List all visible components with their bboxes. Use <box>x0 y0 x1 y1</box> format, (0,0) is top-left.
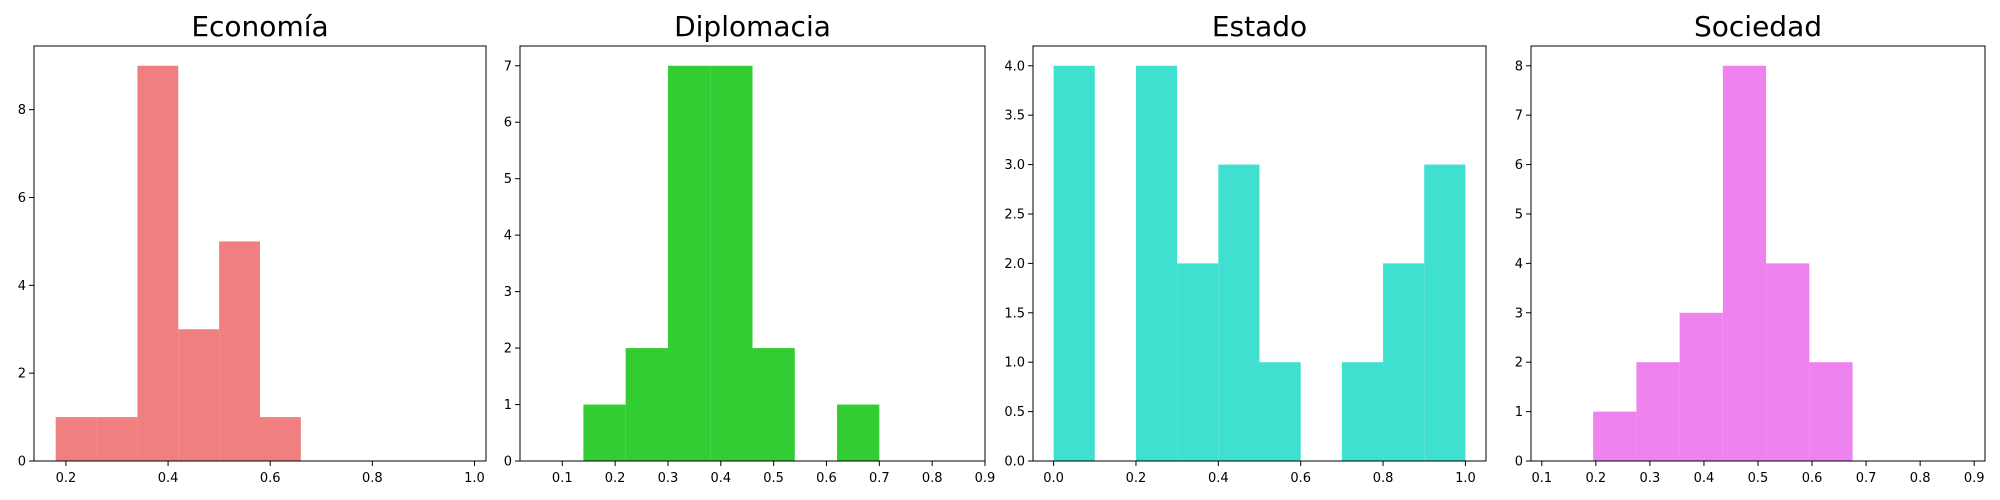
y-tick-label: 1 <box>1515 405 1523 420</box>
chart-title: Sociedad <box>1694 10 1822 43</box>
y-tick-label: 6 <box>504 116 512 131</box>
y-tick-label: 5 <box>1515 207 1523 222</box>
histogram-bar <box>1341 362 1384 461</box>
y-tick-label: 2 <box>18 367 26 382</box>
x-tick-label: 0.6 <box>1802 471 1823 486</box>
x-tick-label: 0.5 <box>1748 471 1769 486</box>
x-tick-label: 0.0 <box>1043 471 1064 486</box>
histogram-bar <box>1424 164 1466 462</box>
x-tick-label: 1.0 <box>464 471 485 486</box>
chart-panel-1: 0.2 0.4 0.6 0.8 1.0 0 2 4 6 8 Economía <box>18 10 487 486</box>
y-tick-label: 3.0 <box>1004 158 1025 173</box>
histogram-bar <box>178 329 220 461</box>
axes-frame <box>1032 45 1487 462</box>
y-tick-label: 4 <box>504 229 512 244</box>
x-tick-label: 0.4 <box>1694 471 1715 486</box>
histogram-bar <box>1218 164 1260 462</box>
x-tick-label: 0.5 <box>763 471 784 486</box>
x-tick-label: 0.2 <box>605 471 626 486</box>
histogram-bar <box>1259 362 1301 461</box>
y-tick-label: 2.0 <box>1004 257 1025 272</box>
y-tick-label: 8 <box>18 103 26 118</box>
y-tick-label: 1 <box>504 398 512 413</box>
histogram-bar <box>1809 362 1853 461</box>
y-tick-label: 0.0 <box>1004 455 1025 470</box>
x-tick-label: 0.6 <box>1290 471 1311 486</box>
y-tick-label: 1.5 <box>1004 306 1025 321</box>
histogram-bar <box>96 417 138 461</box>
y-tick-label: 3 <box>504 285 512 300</box>
chart-panel-4: 0.1 0.2 0.3 0.4 0.5 0.6 0.7 0.8 0.9 0 1 2 3 4 5 6 7 8 Soci… <box>1515 10 1986 486</box>
y-tick-label: 7 <box>504 59 512 74</box>
histogram-bar <box>1722 65 1767 461</box>
x-tick-label: 0.2 <box>1126 471 1147 486</box>
y-tick-label: 3.5 <box>1004 109 1025 124</box>
x-tick-label: 0.4 <box>1208 471 1229 486</box>
y-tick-label: 8 <box>1515 59 1523 74</box>
y-tick-label: 2 <box>504 342 512 357</box>
histogram-bar <box>1679 312 1723 461</box>
y-tick-label: 0 <box>1515 455 1523 470</box>
histogram-bar <box>1593 411 1637 461</box>
x-tick-label: 0.8 <box>1373 471 1394 486</box>
chart-panel-2: 0.1 0.2 0.3 0.4 0.5 0.6 0.7 0.8 0.9 0 1 2 3 4 5 6 7 Diplo… <box>504 10 996 486</box>
histogram-bar <box>1766 263 1810 461</box>
histogram-bar <box>1177 263 1219 461</box>
x-tick-label: 0.8 <box>362 471 383 486</box>
x-tick-label: 0.4 <box>158 471 179 486</box>
chart-title: Estado <box>1212 10 1307 43</box>
histogram-bar <box>260 417 301 461</box>
y-tick-label: 4 <box>1515 257 1523 272</box>
histogram-bar <box>837 404 880 461</box>
histogram-bar <box>55 417 97 461</box>
x-tick-label: 0.8 <box>1910 471 1931 486</box>
histogram-bar <box>625 348 668 461</box>
axes-frame <box>519 45 986 462</box>
histogram-bar <box>137 65 179 461</box>
y-tick-label: 3 <box>1515 306 1523 321</box>
y-tick-label: 2.5 <box>1004 207 1025 222</box>
y-tick-label: 5 <box>504 172 512 187</box>
y-tick-label: 0 <box>18 455 26 470</box>
x-tick-label: 0.2 <box>56 471 77 486</box>
x-tick-label: 0.7 <box>1856 471 1877 486</box>
x-tick-label: 0.1 <box>552 471 573 486</box>
y-tick-label: 1.0 <box>1004 356 1025 371</box>
y-tick-label: 2 <box>1515 356 1523 371</box>
chart-title: Diplomacia <box>674 10 831 43</box>
histogram-bar <box>583 404 626 461</box>
histogram-bar <box>219 241 260 461</box>
x-tick-label: 0.6 <box>816 471 837 486</box>
histogram-bar <box>667 65 711 461</box>
x-tick-label: 0.4 <box>710 471 731 486</box>
x-tick-label: 0.9 <box>1964 471 1985 486</box>
x-tick-label: 0.3 <box>1640 471 1661 486</box>
x-tick-label: 0.1 <box>1531 471 1552 486</box>
x-tick-label: 0.9 <box>975 471 996 486</box>
histogram-bar <box>1053 65 1095 461</box>
y-tick-label: 6 <box>1515 158 1523 173</box>
histogram-bar <box>1636 362 1680 461</box>
x-tick-label: 0.7 <box>869 471 890 486</box>
x-tick-label: 0.3 <box>658 471 679 486</box>
histogram-bar <box>1135 65 1178 461</box>
y-tick-label: 4 <box>18 279 26 294</box>
x-tick-label: 1.0 <box>1455 471 1476 486</box>
y-tick-label: 4.0 <box>1004 59 1025 74</box>
x-tick-label: 0.6 <box>260 471 281 486</box>
chart-panel-3: 0.0 0.2 0.4 0.6 0.8 1.0 0.0 0.5 1.0 1.5 2.0 2.5 3.0 3… <box>1004 10 1487 486</box>
y-tick-label: 0.5 <box>1004 405 1025 420</box>
y-tick-label: 7 <box>1515 109 1523 124</box>
y-tick-label: 0 <box>504 455 512 470</box>
axes-frame <box>33 45 487 462</box>
histogram-bar <box>710 65 753 461</box>
x-tick-label: 0.2 <box>1586 471 1607 486</box>
histogram-bar <box>752 348 795 461</box>
chart-title: Economía <box>191 10 328 43</box>
histogram-bar <box>1383 263 1425 461</box>
x-tick-label: 0.8 <box>922 471 943 486</box>
y-tick-label: 6 <box>18 191 26 206</box>
